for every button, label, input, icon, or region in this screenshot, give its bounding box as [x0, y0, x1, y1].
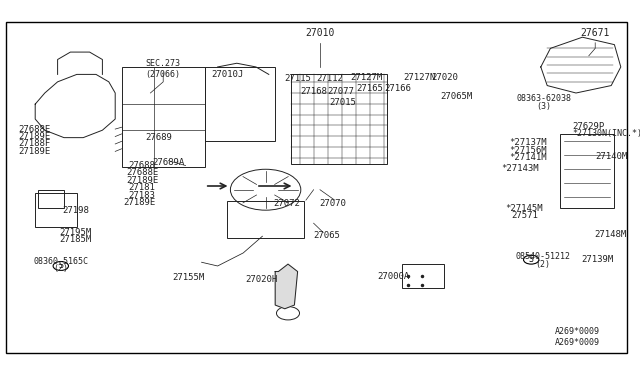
Text: 27189E: 27189E [18, 132, 50, 141]
Text: 27198: 27198 [62, 206, 89, 215]
Text: 27072: 27072 [273, 199, 300, 208]
Text: *27141M: *27141M [509, 153, 547, 162]
Text: 27015: 27015 [330, 98, 356, 107]
Text: 27166: 27166 [384, 84, 411, 93]
Text: *27145M: *27145M [506, 204, 543, 213]
Text: 27155M: 27155M [173, 273, 205, 282]
Text: 27139M: 27139M [581, 255, 613, 264]
Text: 27689: 27689 [145, 133, 172, 142]
Text: *27156M: *27156M [509, 146, 547, 155]
Text: 27671: 27671 [580, 29, 610, 38]
Text: A269*0009: A269*0009 [556, 327, 600, 336]
Text: 27189E: 27189E [124, 198, 156, 207]
Text: S: S [529, 255, 534, 264]
Text: 27688E: 27688E [18, 125, 50, 134]
Text: 27188F: 27188F [18, 140, 50, 148]
Text: 27571: 27571 [511, 211, 538, 220]
Text: 27140M: 27140M [595, 152, 627, 161]
Text: 27115: 27115 [284, 74, 311, 83]
Text: *27130N(INC.*): *27130N(INC.*) [573, 129, 640, 138]
Text: 27688: 27688 [129, 161, 156, 170]
Text: 27070: 27070 [319, 199, 346, 208]
Text: 27168: 27168 [300, 87, 327, 96]
Text: (27066): (27066) [146, 70, 180, 79]
Text: (2): (2) [535, 260, 550, 269]
Text: 27010: 27010 [305, 29, 335, 38]
Text: 27127N: 27127N [404, 73, 436, 81]
Text: *27143M: *27143M [501, 164, 539, 173]
Text: 27000A: 27000A [377, 272, 409, 280]
Text: 27688E: 27688E [126, 169, 158, 177]
Text: 27077: 27077 [328, 87, 355, 96]
Text: 27185M: 27185M [60, 235, 92, 244]
Text: 27010J: 27010J [211, 70, 243, 79]
Polygon shape [275, 264, 298, 309]
Bar [291, 74, 387, 164]
Text: 27065: 27065 [313, 231, 340, 240]
Text: 27148M: 27148M [594, 230, 626, 239]
Bar [560, 134, 614, 208]
Text: 27183: 27183 [129, 191, 156, 200]
Text: 08540-51212: 08540-51212 [515, 252, 570, 261]
Bar [6, 22, 627, 353]
Text: S: S [58, 262, 63, 270]
Text: 27065M: 27065M [440, 92, 472, 101]
Text: 08363-62038: 08363-62038 [516, 94, 572, 103]
Text: 27020: 27020 [431, 73, 458, 81]
Text: (3): (3) [536, 102, 552, 110]
Text: *27137M: *27137M [509, 138, 547, 147]
Bar [35, 193, 77, 227]
Text: A269*0009: A269*0009 [556, 338, 600, 347]
Text: 27629P: 27629P [573, 122, 605, 131]
Text: 27165: 27165 [356, 84, 383, 93]
Text: 08360-5165C: 08360-5165C [33, 257, 88, 266]
Text: 27181: 27181 [129, 183, 156, 192]
Bar [122, 67, 205, 167]
Bar [227, 201, 304, 238]
Bar [205, 67, 275, 141]
Text: 27689A: 27689A [152, 158, 184, 167]
Text: SEC.273: SEC.273 [146, 59, 180, 68]
Text: 27195M: 27195M [60, 228, 92, 237]
Text: (2): (2) [53, 264, 68, 273]
Bar [38, 190, 64, 208]
Text: 27189E: 27189E [18, 147, 50, 156]
Bar [402, 264, 444, 288]
Text: 27020H: 27020H [245, 275, 277, 284]
Text: 27127M: 27127M [350, 73, 382, 81]
Text: 27189E: 27189E [126, 176, 158, 185]
Text: 27112: 27112 [316, 74, 343, 83]
